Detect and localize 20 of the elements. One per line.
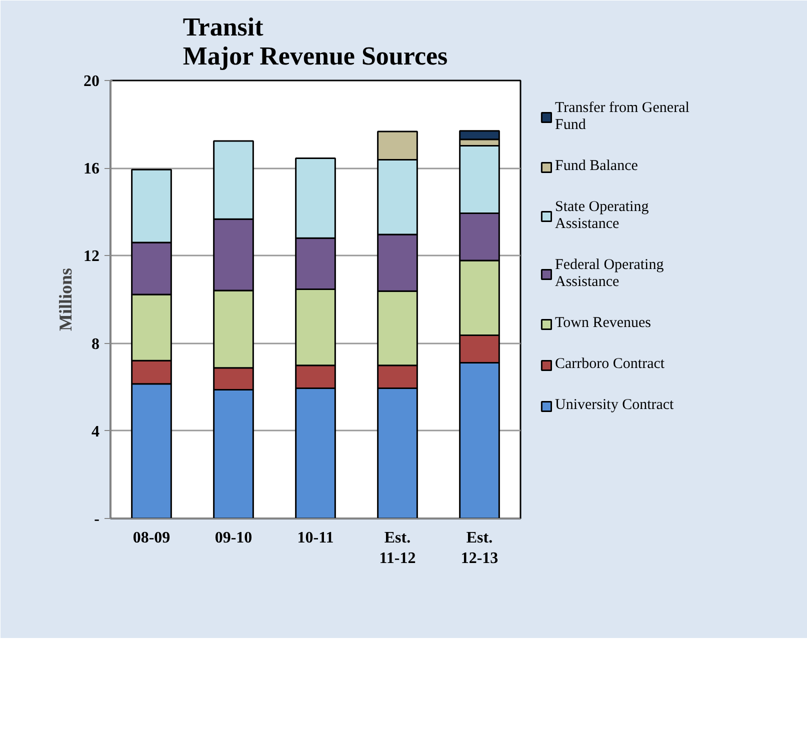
y-tick-label: 8: [92, 336, 100, 353]
legend-label: Transfer from General Fund: [555, 100, 690, 134]
legend-label: Fund Balance: [555, 158, 638, 175]
x-tick-label: 08-09: [132, 530, 170, 546]
legend-label: Carrboro Contract: [555, 356, 665, 373]
y-axis-title: Millions: [56, 268, 76, 332]
y-tick-label: 12: [84, 248, 100, 266]
y-tick-label: -: [94, 511, 100, 528]
legend-label: University Contract: [555, 397, 674, 414]
x-tick-label: Est. 12-13: [460, 530, 498, 567]
chart-title: Transit Major Revenue Sources: [182, 12, 448, 70]
x-tick-label: Est. 11-12: [379, 530, 416, 567]
legend-label: Federal Operating Assistance: [555, 257, 664, 291]
y-tick-label: 20: [84, 73, 100, 90]
y-tick-label: 4: [92, 423, 100, 440]
legend-label: State Operating Assistance: [555, 199, 649, 233]
x-tick-label: 10-11: [297, 530, 334, 546]
legend-label: Town Revenues: [555, 315, 652, 332]
x-tick-label: 09-10: [214, 530, 252, 546]
y-tick-label: 16: [84, 160, 100, 178]
